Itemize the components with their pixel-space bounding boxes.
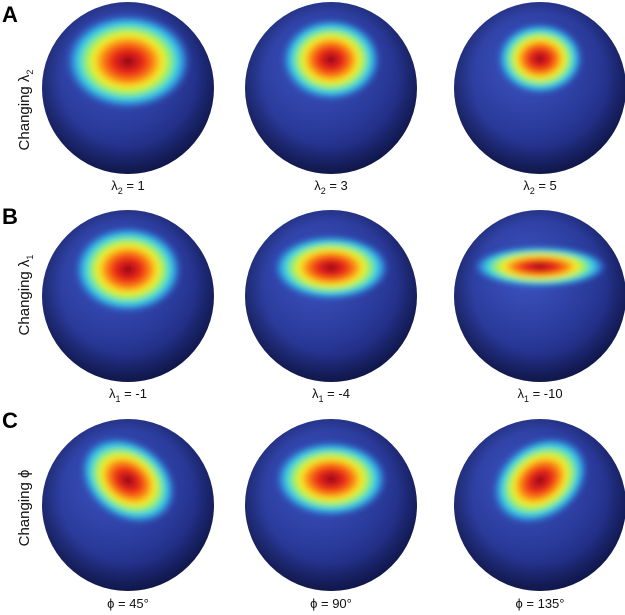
sphere-b-2 <box>245 210 417 382</box>
caption-b-1: λ1 = -1 <box>109 386 147 404</box>
caption-a-3: λ2 = 5 <box>523 178 557 196</box>
sphere-shading <box>245 2 417 174</box>
caption-c-3: ϕ = 135° <box>516 596 565 611</box>
caption-b-2: λ1 = -4 <box>312 386 350 404</box>
panel-letter-b: B <box>2 204 18 229</box>
sphere-c-1 <box>42 419 214 591</box>
row-label-a: Changing λ2 <box>16 70 35 151</box>
sphere-a-1 <box>42 2 214 174</box>
row-b: B Changing λ1 λ1 = -1 λ1 = -4 λ1 = -10 <box>2 204 625 404</box>
sphere-shading <box>454 2 625 174</box>
sphere-shading <box>454 210 625 382</box>
row-c: C Changing ϕ ϕ = 45° ϕ = 90° ϕ = 135° <box>2 408 625 611</box>
sphere-c-2 <box>245 419 417 591</box>
sphere-shading <box>245 210 417 382</box>
row-label-b: Changing λ1 <box>16 255 35 336</box>
sphere-shading <box>42 419 214 591</box>
sphere-a-2 <box>245 2 417 174</box>
caption-a-1: λ2 = 1 <box>111 178 145 196</box>
caption-c-2: ϕ = 90° <box>310 596 352 611</box>
caption-a-2: λ2 = 3 <box>314 178 348 196</box>
sphere-b-1 <box>42 210 214 382</box>
sphere-shading <box>42 210 214 382</box>
caption-c-1: ϕ = 45° <box>107 596 149 611</box>
sphere-shading <box>454 419 625 591</box>
row-a: A Changing λ2 λ2 = 1 λ2 = 3 λ2 = 5 <box>2 2 625 196</box>
sphere-shading <box>245 419 417 591</box>
sphere-shading <box>42 2 214 174</box>
sphere-a-3 <box>454 2 625 174</box>
panel-letter-a: A <box>2 2 18 27</box>
row-label-c: Changing ϕ <box>16 470 33 547</box>
panel-letter-c: C <box>2 408 18 433</box>
sphere-b-3 <box>454 210 625 382</box>
sphere-c-3 <box>454 419 625 591</box>
caption-b-3: λ1 = -10 <box>517 386 562 404</box>
